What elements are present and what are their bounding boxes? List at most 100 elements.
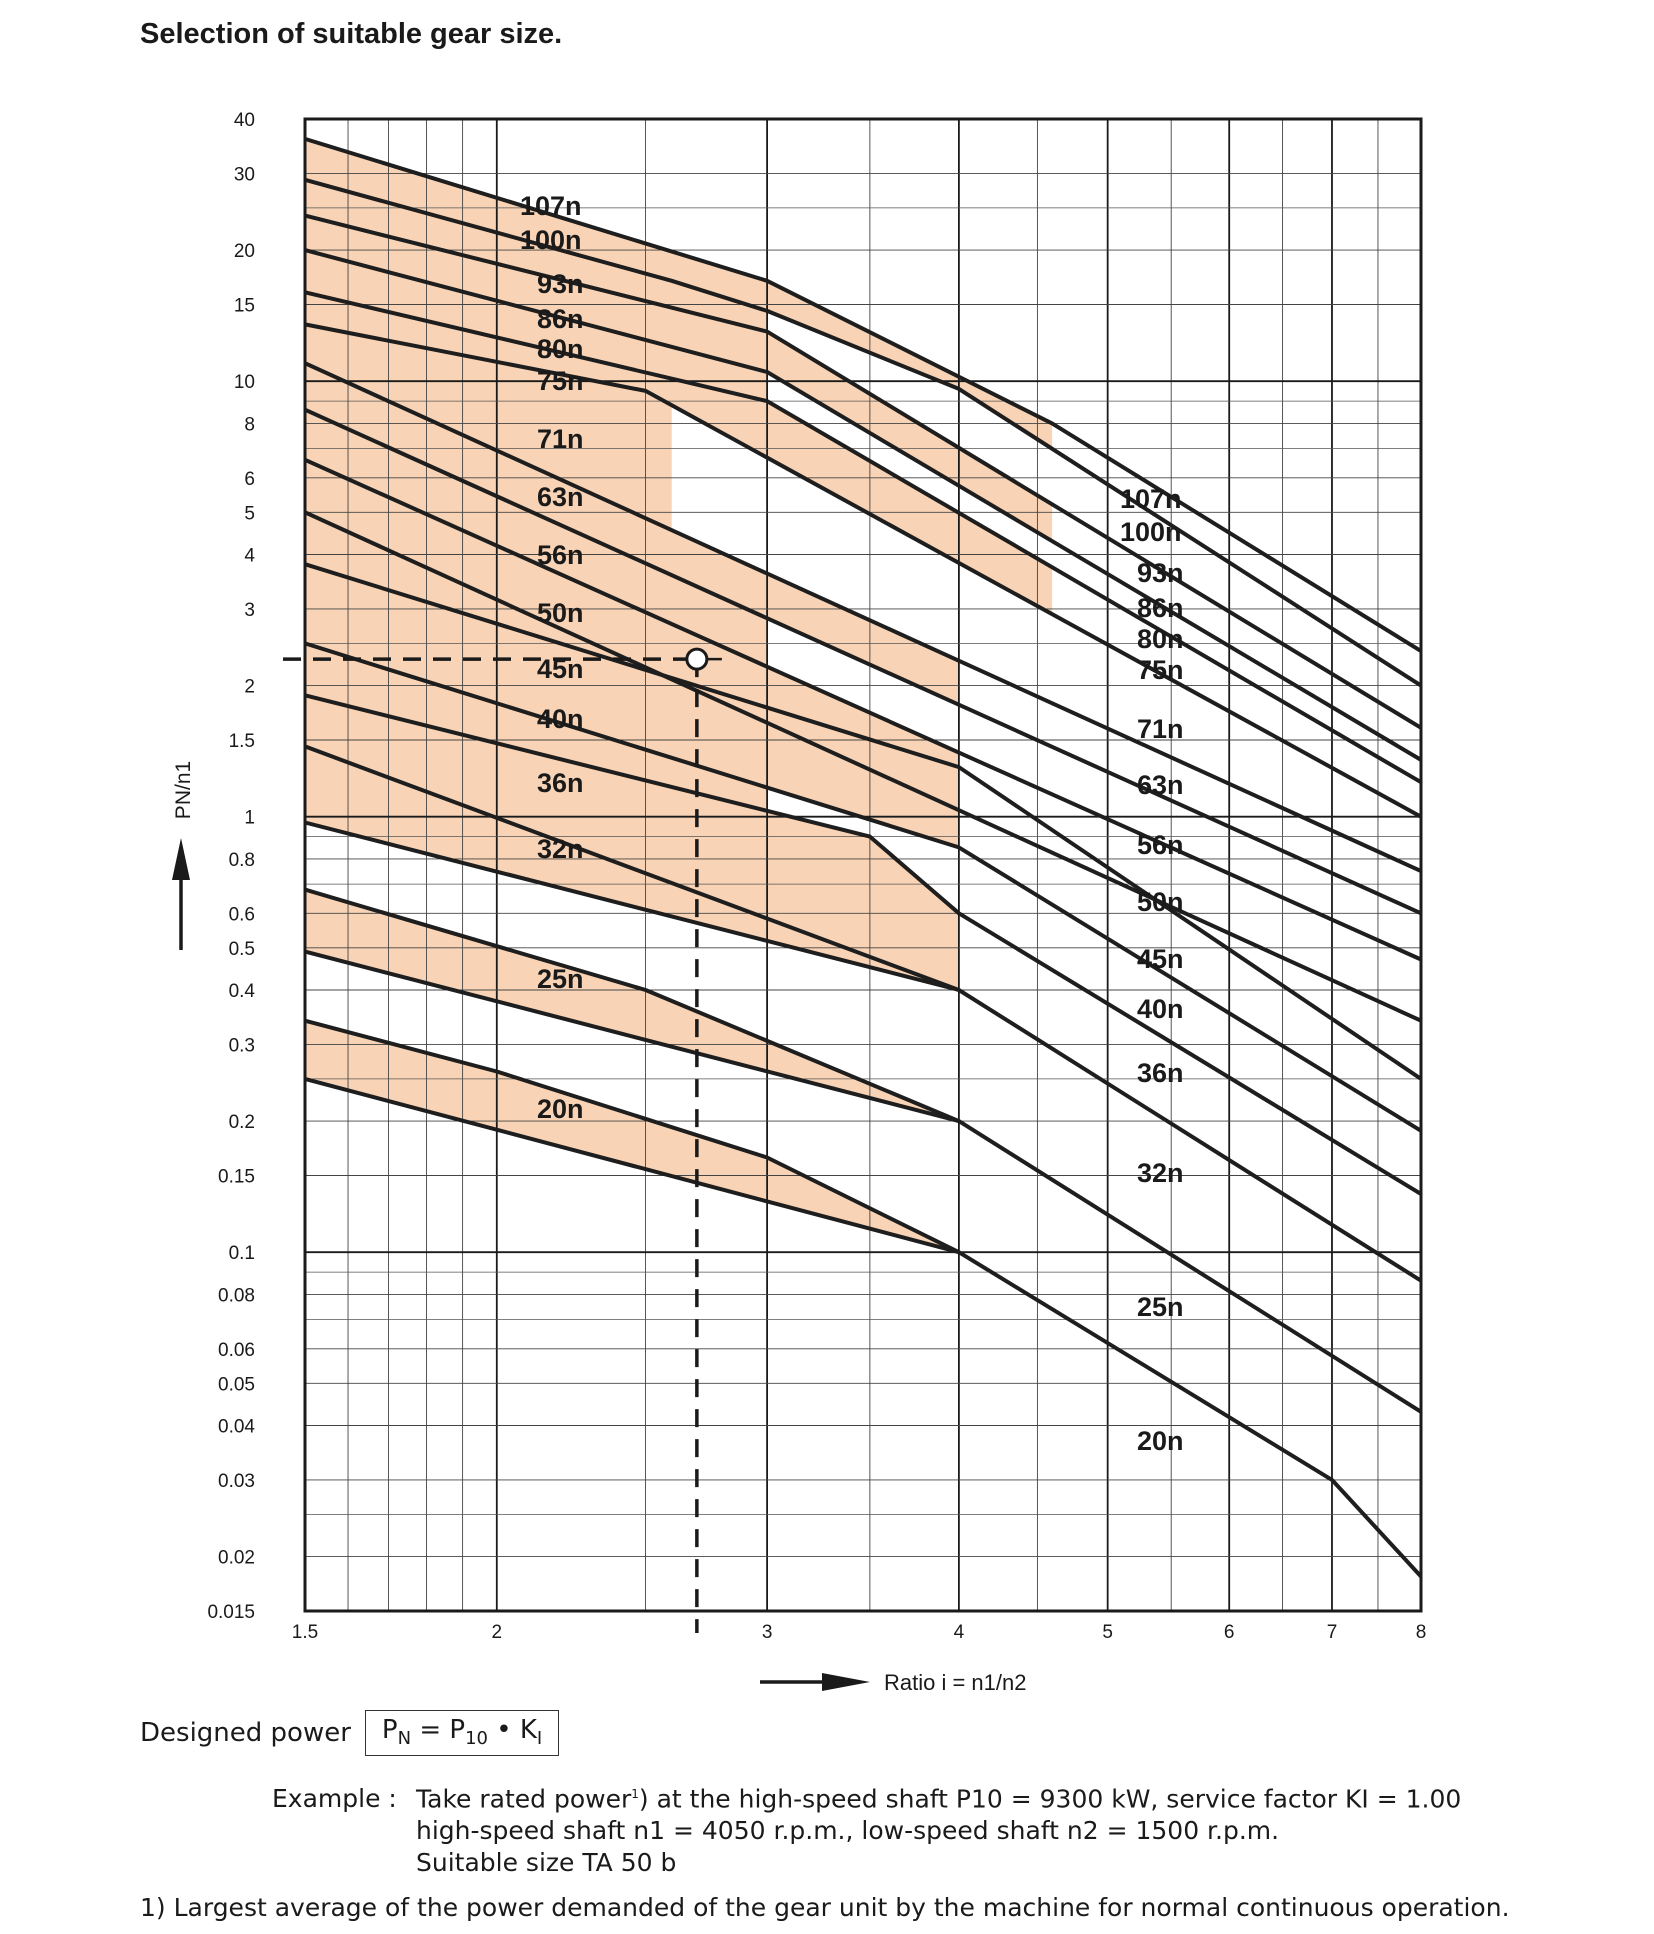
series-line-20n bbox=[304, 1018, 1423, 1578]
formula-lhs-sub: N bbox=[397, 1728, 412, 1750]
y-tick-label: 0.06 bbox=[218, 1340, 255, 1361]
gear-size-chart: 107n100n93n86n80n75n71n63n56n50n45n40n36… bbox=[172, 110, 1426, 1695]
series-line-45n bbox=[304, 562, 1423, 1081]
y-tick-label: 1.5 bbox=[229, 731, 255, 752]
left-label-20n: 20n bbox=[537, 1094, 584, 1124]
designed-power-formula: Designed power PN = P10 • KI bbox=[140, 1710, 560, 1757]
y-axis-label: PN/n1 bbox=[172, 761, 195, 819]
right-label-63n: 63n bbox=[1137, 770, 1184, 800]
formula-label: Designed power bbox=[140, 1718, 351, 1749]
plot-frame bbox=[303, 117, 1423, 1613]
series-line-40n bbox=[304, 641, 1423, 1133]
formula-k: K bbox=[519, 1715, 537, 1745]
band-fill-75n bbox=[305, 324, 672, 531]
y-tick-label: 0.2 bbox=[229, 1112, 255, 1133]
y-tick-label: 0.08 bbox=[218, 1285, 255, 1306]
band-fill-100n bbox=[305, 179, 768, 332]
left-label-32n: 32n bbox=[537, 834, 584, 864]
left-label-93n: 93n bbox=[537, 269, 584, 299]
band-80n bbox=[305, 292, 1053, 615]
right-label-80n: 80n bbox=[1137, 624, 1184, 654]
band-93n bbox=[305, 215, 1053, 541]
right-label-107n: 107n bbox=[1120, 484, 1182, 514]
left-label-71n: 71n bbox=[537, 424, 584, 454]
series-line-100n bbox=[304, 177, 1423, 688]
formula-box: PN = P10 • KI bbox=[364, 1710, 560, 1757]
tick-layer: 40 30 20 15 10 8 6 5 4 3 2 1.5 1 0.8 0.6 0.5 0.4 0.3 0.2 0.… bbox=[207, 110, 1426, 1643]
left-label-80n: 80n bbox=[537, 334, 584, 364]
left-label-50n: 50n bbox=[537, 598, 584, 628]
y-tick-label: 40 bbox=[234, 110, 255, 131]
x-axis-label: Ratio i = n1/n2 bbox=[884, 1670, 1026, 1695]
y-tick-label: 2 bbox=[244, 677, 255, 698]
right-label-100n: 100n bbox=[1120, 517, 1182, 547]
y-tick-label: 0.02 bbox=[218, 1548, 255, 1569]
y-tick-label: 0.6 bbox=[229, 904, 255, 925]
y-tick-label: 0.1 bbox=[229, 1243, 255, 1264]
series-line-63n bbox=[304, 407, 1422, 916]
band-36n bbox=[305, 695, 959, 990]
y-tick-label: 20 bbox=[234, 241, 255, 262]
x-tick-label: 8 bbox=[1416, 1622, 1427, 1643]
x-axis-arrow-head bbox=[822, 1673, 870, 1691]
left-label-56n: 56n bbox=[537, 540, 584, 570]
series-line-50n bbox=[304, 510, 1422, 1023]
y-tick-label: 0.05 bbox=[218, 1374, 255, 1395]
left-label-86n: 86n bbox=[537, 304, 584, 334]
x-tick-label: 6 bbox=[1224, 1622, 1235, 1643]
y-tick-label: 30 bbox=[234, 164, 255, 185]
y-tick-label: 6 bbox=[244, 469, 255, 490]
left-label-107n: 107n bbox=[520, 191, 582, 221]
left-label-40n: 40n bbox=[537, 704, 584, 734]
band-20n bbox=[305, 1020, 959, 1253]
right-label-93n: 93n bbox=[1137, 558, 1184, 588]
y-tick-label: 4 bbox=[244, 545, 255, 566]
series-layer bbox=[304, 136, 1423, 1578]
right-label-50n: 50n bbox=[1137, 887, 1184, 917]
y-tick-label: 0.15 bbox=[218, 1167, 255, 1188]
formula-p-sub: 10 bbox=[465, 1728, 488, 1750]
example-label: Example : bbox=[272, 1784, 397, 1814]
left-label-63n: 63n bbox=[537, 482, 584, 512]
formula-p: P bbox=[449, 1715, 466, 1745]
y-tick-label: 8 bbox=[244, 414, 255, 435]
right-label-56n: 56n bbox=[1137, 830, 1184, 860]
left-label-75n: 75n bbox=[537, 366, 584, 396]
example-line-1b: ) at the high-speed shaft P10 = 9300 kW,… bbox=[638, 1784, 1462, 1814]
example-line-3: Suitable size TA 50 b bbox=[416, 1848, 677, 1878]
x-tick-label: 2 bbox=[492, 1622, 503, 1643]
axis-label-layer: PN/n1 Ratio i = n1/n2 bbox=[172, 761, 1026, 1695]
series-line-71n bbox=[304, 361, 1422, 873]
example-line-1: Example : Take rated power1) at the high-… bbox=[272, 1778, 1461, 1815]
series-line-36n bbox=[304, 693, 1423, 1196]
series-line-80n bbox=[304, 290, 1423, 784]
page-title: Selection of suitable gear size. bbox=[140, 18, 563, 50]
series-line-86n bbox=[304, 248, 1423, 762]
right-label-36n: 36n bbox=[1137, 1058, 1184, 1088]
series-line-93n bbox=[304, 213, 1423, 730]
right-label-40n: 40n bbox=[1137, 994, 1184, 1024]
y-axis-arrow-head bbox=[172, 838, 190, 880]
y-tick-label: 1 bbox=[244, 808, 255, 829]
band-45n bbox=[305, 564, 959, 848]
y-tick-label: 15 bbox=[234, 296, 255, 317]
y-tick-label: 5 bbox=[244, 503, 255, 524]
formula-k-sub: I bbox=[536, 1728, 543, 1750]
series-line-25n_lower bbox=[304, 949, 960, 1124]
x-tick-label: 3 bbox=[762, 1622, 773, 1643]
band-fill-86n bbox=[305, 250, 768, 402]
right-label-45n: 45n bbox=[1137, 944, 1184, 974]
x-tick-label: 5 bbox=[1102, 1622, 1113, 1643]
example-point-marker bbox=[685, 647, 709, 671]
footnote: 1) Largest average of the power demanded… bbox=[140, 1893, 1510, 1922]
example-line-1a: Take rated power bbox=[416, 1784, 632, 1814]
y-tick-label: 0.015 bbox=[207, 1602, 255, 1623]
right-label-71n: 71n bbox=[1137, 714, 1184, 744]
band-fill-63n bbox=[305, 409, 768, 667]
right-label-32n: 32n bbox=[1137, 1158, 1184, 1188]
series-line-32n_lower bbox=[304, 820, 960, 992]
y-tick-label: 0.3 bbox=[229, 1035, 255, 1056]
formula-lhs: P bbox=[381, 1715, 398, 1745]
y-tick-label: 0.4 bbox=[229, 981, 256, 1002]
right-label-25n: 25n bbox=[1137, 1292, 1184, 1322]
